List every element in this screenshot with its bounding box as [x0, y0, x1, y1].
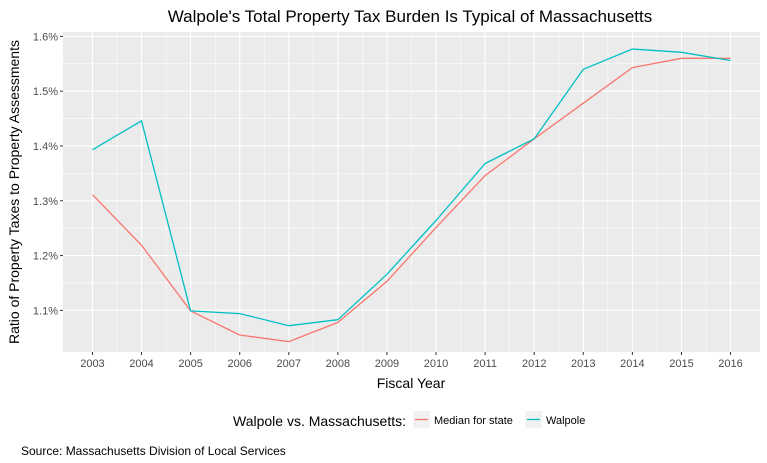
x-tick-label: 2014 — [620, 358, 644, 370]
series-line-walpole — [92, 48, 731, 327]
legend-item: Median for state — [413, 411, 513, 428]
legend-title: Walpole vs. Massachusetts: — [233, 413, 406, 429]
y-axis-title: Ratio of Property Taxes to Property Asse… — [6, 40, 22, 344]
series-line-median-for-state — [92, 57, 731, 343]
legend-item: Walpole — [525, 411, 585, 428]
x-tick-label: 2010 — [424, 358, 448, 370]
x-tick-label: 2007 — [277, 358, 301, 370]
x-tick-label: 2016 — [718, 358, 742, 370]
x-axis-title: Fiscal Year — [377, 375, 446, 391]
x-tick-label: 2004 — [129, 358, 153, 370]
x-tick-label: 2008 — [326, 358, 350, 370]
series-layer — [92, 48, 731, 343]
x-tick-label: 2005 — [178, 358, 202, 370]
minor-gridlines — [63, 32, 760, 352]
x-tick-label: 2012 — [522, 358, 546, 370]
y-axis: 1.1% 1.2% 1.3% 1.4% 1.5% 1.6% — [33, 31, 63, 317]
y-tick-label: 1.5% — [33, 86, 58, 98]
major-gridlines — [63, 32, 760, 352]
y-tick-label: 1.4% — [33, 141, 58, 153]
y-tick-label: 1.2% — [33, 251, 58, 263]
x-tick-label: 2013 — [571, 358, 595, 370]
x-tick-label: 2003 — [80, 358, 104, 370]
chart-title: Walpole's Total Property Tax Burden Is T… — [168, 7, 653, 26]
y-tick-label: 1.3% — [33, 196, 58, 208]
source-caption: Source: Massachusetts Division of Local … — [21, 444, 286, 458]
y-tick-label: 1.6% — [33, 31, 58, 43]
y-tick-label: 1.1% — [33, 305, 58, 317]
x-tick-label: 2015 — [669, 358, 693, 370]
x-tick-label: 2011 — [473, 358, 497, 370]
x-tick-label: 2009 — [375, 358, 399, 370]
x-tick-label: 2006 — [227, 358, 251, 370]
legend: Walpole vs. Massachusetts: Median for st… — [233, 411, 585, 429]
legend-items: Median for state Walpole — [413, 411, 585, 428]
legend-label: Median for state — [434, 415, 513, 427]
x-axis: 2003 2004 2005 2006 2007 2008 2009 2010 2011 2012… — [80, 352, 743, 370]
legend-label: Walpole — [546, 415, 585, 427]
